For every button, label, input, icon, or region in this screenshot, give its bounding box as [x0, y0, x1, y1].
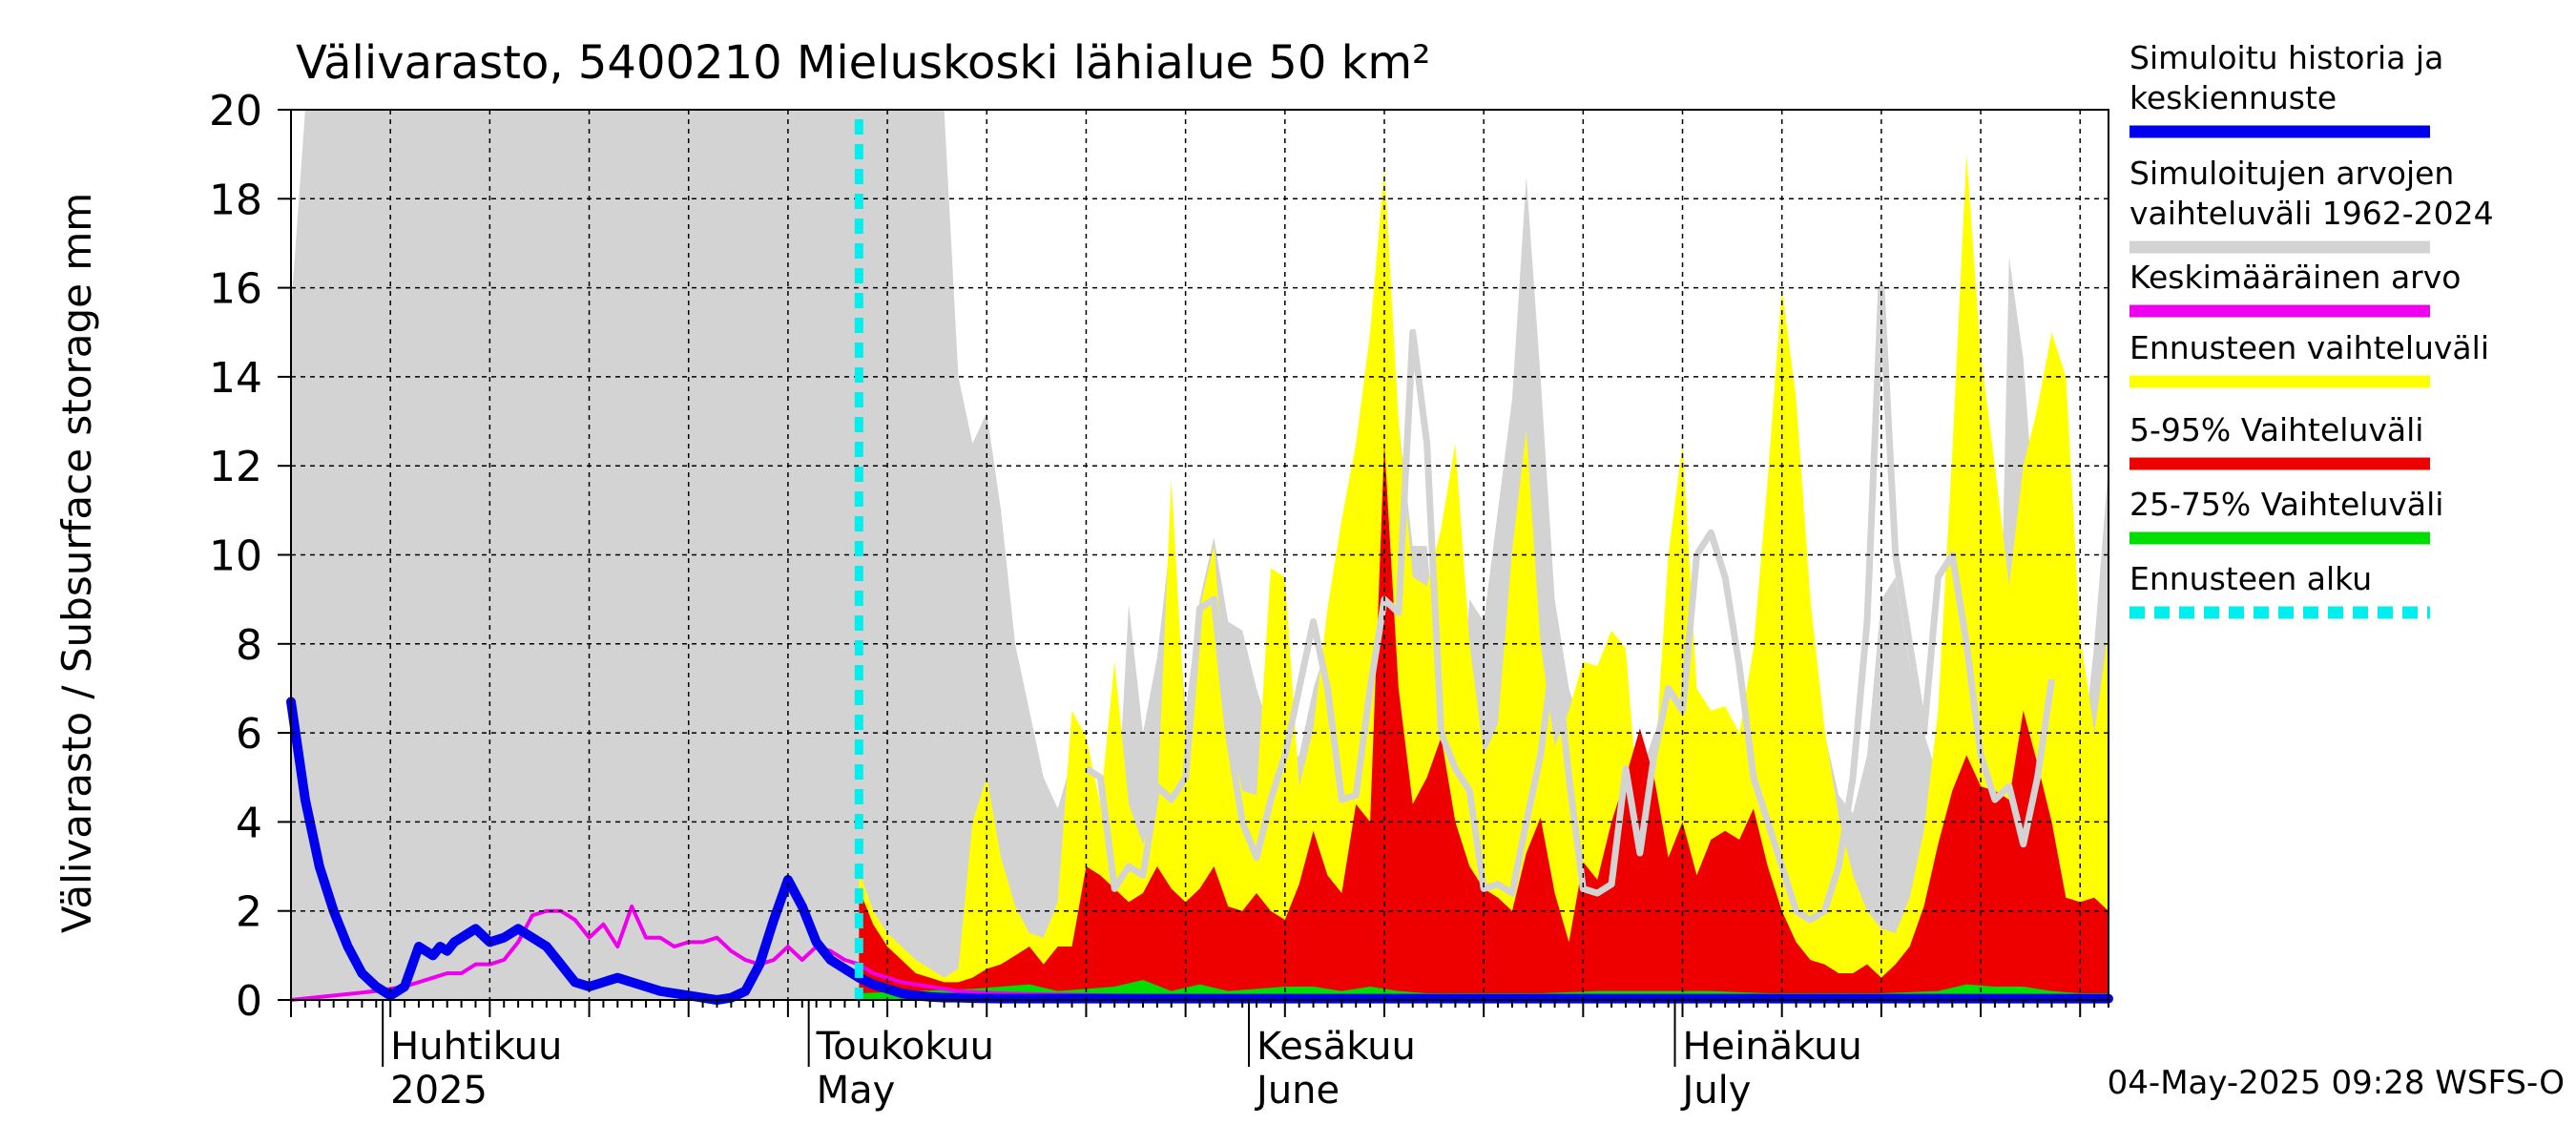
month-label-en: 2025	[390, 1069, 488, 1113]
month-label-en: June	[1254, 1069, 1340, 1113]
y-tick-label: 0	[236, 977, 262, 1026]
month-label-en: May	[817, 1069, 896, 1113]
grid	[291, 110, 2109, 1000]
legend-label: Ennusteen vaihteluväli	[2129, 329, 2489, 366]
month-label-fi: Heinäkuu	[1683, 1025, 1862, 1069]
legend-label: Ennusteen alku	[2129, 560, 2372, 597]
y-tick-label: 14	[209, 354, 262, 403]
legend-label: Keskimääräinen arvo	[2129, 259, 2461, 296]
y-tick-label: 2	[236, 888, 262, 937]
y-tick-label: 20	[209, 87, 262, 135]
legend-label: vaihteluväli 1962-2024	[2129, 195, 2494, 232]
y-tick-label: 16	[209, 265, 262, 314]
y-tick-label: 4	[236, 799, 262, 847]
legend-label: Simuloitujen arvojen	[2129, 155, 2454, 192]
timestamp: 04-May-2025 09:28 WSFS-O	[2108, 1064, 2565, 1102]
month-label-en: July	[1680, 1069, 1752, 1113]
plot-area	[286, 110, 2113, 1005]
y-tick-label: 6	[236, 710, 262, 759]
y-tick-label: 8	[236, 621, 262, 670]
y-tick-label: 12	[209, 443, 262, 491]
month-label-fi: Huhtikuu	[390, 1025, 562, 1069]
legend-label: 5-95% Vaihteluväli	[2129, 411, 2423, 448]
legend-label: keskiennuste	[2129, 79, 2337, 116]
simulated-line	[286, 697, 2113, 1005]
legend-label: Simuloitu historia ja	[2129, 39, 2443, 76]
month-label-fi: Toukokuu	[816, 1025, 994, 1069]
hist-median-line	[1084, 284, 2055, 924]
forecast-range-area	[859, 154, 2109, 1000]
month-label-fi: Kesäkuu	[1257, 1025, 1416, 1069]
y-tick-label: 10	[209, 532, 262, 581]
chart-title: Välivarasto, 5400210 Mieluskoski lähialu…	[296, 36, 1430, 90]
y-tick-label: 18	[209, 176, 262, 224]
legend-label: 25-75% Vaihteluväli	[2129, 486, 2443, 523]
y-axis-label: Välivarasto / Subsurface storage mm	[53, 193, 100, 933]
